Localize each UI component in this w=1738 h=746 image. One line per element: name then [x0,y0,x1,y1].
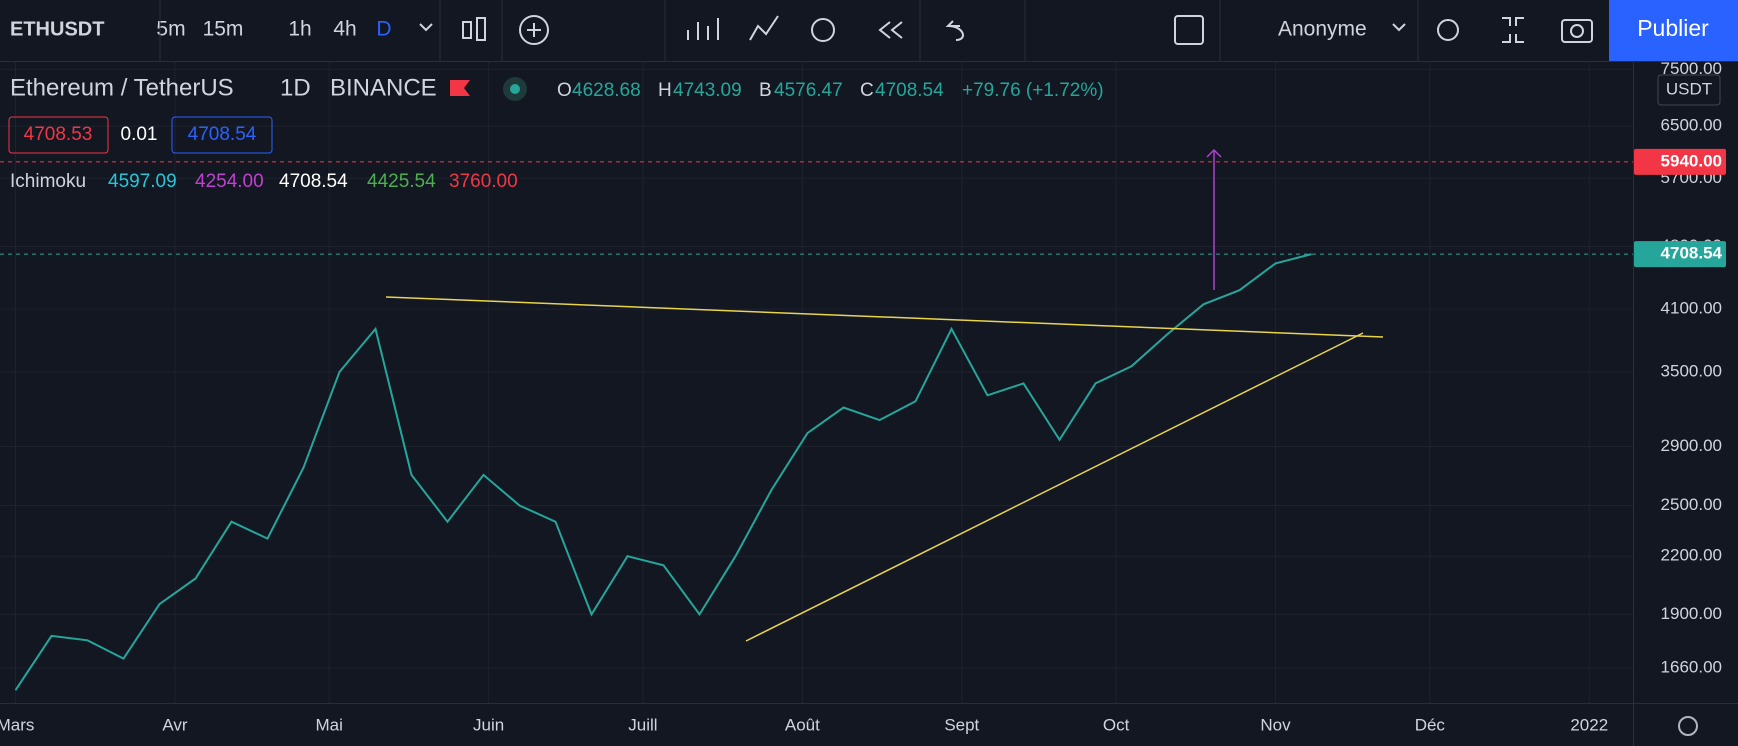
currency-box [1657,74,1721,106]
price-label: 1900.00 [1661,604,1722,623]
legend-exchange: BINANCE [330,74,437,101]
buy-price[interactable]: 4708.54 [188,124,257,145]
separators [159,0,1419,61]
price-badge [1634,241,1726,268]
price-line [14,253,1312,691]
arrow-head [1206,148,1222,158]
buy-box[interactable] [171,116,273,154]
currency: USDT [1666,79,1712,98]
indicator-value: 4254.00 [195,171,264,192]
indicator-value: 4708.54 [279,171,348,192]
indicator-name: Ichimoku [10,171,86,192]
interval-button[interactable]: 1h [288,18,311,41]
status-dot-inner [510,84,520,94]
ohlc-key: B [759,80,772,101]
spread: 0.01 [121,124,158,145]
price-label: 6500.00 [1661,116,1722,135]
ohlc-key: O [557,80,572,101]
sell-box[interactable] [8,116,109,154]
interval-button[interactable]: 5m [156,18,185,41]
time-label: Oct [1103,715,1130,734]
time-label: Mai [316,715,343,734]
ohlc-value: 4708.54 [875,80,944,101]
symbol[interactable]: ETHUSDT [10,18,104,40]
time-label: 2022 [1570,715,1608,734]
time-label: Juill [628,715,657,734]
trendline [385,296,1384,338]
time-label: Avr [162,715,188,734]
publish-button[interactable] [1609,0,1738,61]
user-name[interactable]: Anonyme [1278,18,1367,41]
ohlc-value: 4743.09 [673,80,742,101]
time-label: Nov [1260,715,1291,734]
ohlc-key: C [860,80,874,101]
time-label: Sept [944,715,979,734]
indicator-value: 4597.09 [108,171,177,192]
price-badge [1634,148,1726,175]
price-badge-label: 5940.00 [1661,151,1722,170]
interval-button[interactable]: 15m [203,18,244,41]
price-label: 2200.00 [1661,546,1722,565]
settings-icon[interactable] [1678,716,1698,736]
trendline [745,332,1364,642]
ohlc-value: 4628.68 [572,80,641,101]
price-label: 7500.00 [1661,59,1722,78]
time-label: Déc [1415,715,1446,734]
price-badge-label: 4708.54 [1661,244,1723,263]
change: +79.76 (+1.72%) [962,80,1104,101]
interval-button[interactable]: 4h [333,18,356,41]
time-label: Juin [473,715,504,734]
price-label: 2500.00 [1661,495,1722,514]
time-label: Mars [0,715,34,734]
price-label: 4100.00 [1661,299,1722,318]
price-label: 3500.00 [1661,361,1722,380]
time-label: Août [785,715,820,734]
toolbar [0,0,1738,61]
drawings [385,148,1384,642]
interval-button[interactable]: D [376,18,391,41]
legend-interval: 1D [280,74,311,101]
flag-icon[interactable] [450,80,470,96]
sell-price[interactable]: 4708.53 [24,124,93,145]
price-label: 1660.00 [1661,658,1722,677]
price-label: 2900.00 [1661,436,1722,455]
indicator-value: 3760.00 [449,171,518,192]
ohlc-value: 4576.47 [774,80,843,101]
publish-label[interactable]: Publier [1637,15,1709,41]
indicator-value: 4425.54 [367,171,436,192]
legend-name: Ethereum / TetherUS [10,74,234,101]
ohlc-key: H [658,80,672,101]
toolbar-icons[interactable] [419,15,1593,45]
